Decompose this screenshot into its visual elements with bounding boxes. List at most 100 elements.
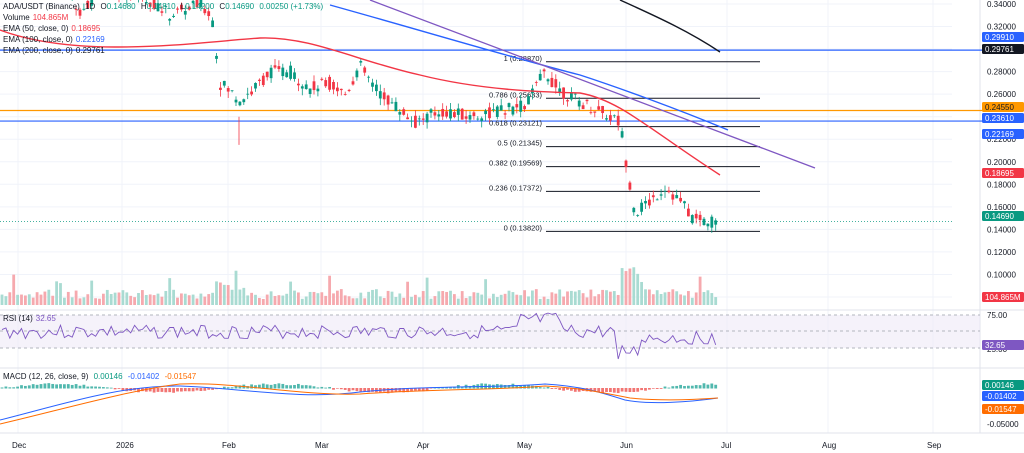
macd-histogram-bar	[63, 384, 66, 389]
volume-bar	[219, 282, 222, 305]
macd-histogram-bar	[117, 388, 121, 389]
macd-histogram-bar	[152, 388, 156, 393]
ema200-label: EMA (200, close, 0)	[3, 46, 73, 55]
volume-bar	[324, 295, 328, 305]
macd-histogram-bar	[195, 388, 199, 391]
candle-body	[230, 90, 234, 92]
fib-label: 0.382 (0.19569)	[489, 159, 542, 168]
volume-bar	[66, 291, 70, 305]
macd-pane: -0.05000	[0, 383, 1019, 429]
volume-bar	[129, 295, 133, 305]
volume-bar	[597, 294, 601, 305]
fib-label: 0 (0.13820)	[504, 223, 543, 232]
volume-legend[interactable]: Volume 104.865M	[3, 13, 68, 23]
volume-bar	[499, 294, 503, 305]
candle-body	[706, 223, 710, 227]
candle-body	[281, 67, 285, 77]
volume-bar	[24, 295, 27, 305]
volume-bar	[386, 290, 390, 305]
macd-histogram-bar	[222, 386, 226, 389]
candle-body	[648, 199, 651, 206]
candle-body	[694, 213, 698, 219]
volume-bar	[683, 295, 686, 305]
price-tag: 104.865M	[985, 293, 1021, 302]
volume-bar	[702, 292, 706, 305]
macd-histogram-bar	[663, 386, 667, 389]
volume-bar	[70, 297, 74, 305]
volume-bar	[336, 290, 339, 305]
ema200-value: 0.29761	[75, 46, 105, 55]
candle-body	[78, 9, 82, 16]
volume-bar	[456, 298, 460, 305]
macd-histogram-bar	[683, 386, 686, 389]
volume-bar	[90, 280, 94, 305]
volume-bars	[0, 267, 718, 305]
candle-body	[343, 94, 347, 95]
time-label-jun: Jun	[620, 441, 633, 450]
time-label-sep: Sep	[927, 441, 942, 450]
candle-body	[464, 116, 468, 119]
macd-legend[interactable]: MACD (12, 26, close, 9) 0.00146 -0.01402…	[3, 372, 196, 382]
candle-body	[714, 220, 718, 225]
candle-body	[624, 160, 628, 167]
volume-bar	[269, 291, 273, 305]
macd-histogram-bar	[659, 388, 663, 389]
price-label: 0.28000	[987, 68, 1016, 77]
macd-histogram-bar	[137, 388, 140, 393]
volume-bar	[180, 293, 183, 305]
volume-bar	[113, 292, 117, 305]
volume-bar	[94, 298, 97, 305]
symbol-name: ADA/USDT (Binance)	[3, 2, 80, 11]
ema100-legend[interactable]: EMA (100, close, 0) 0.22169	[3, 35, 105, 45]
macd-histogram-bar	[515, 385, 519, 389]
macd-histogram-bar	[8, 387, 12, 389]
volume-bar	[570, 290, 573, 305]
price-tag-bg	[982, 102, 1024, 112]
candle-body	[515, 104, 519, 108]
candle-body	[655, 199, 659, 201]
volume-bar	[156, 293, 160, 305]
macd-histogram-bar	[570, 388, 573, 391]
ema50-legend[interactable]: EMA (50, close, 0) 0.18695	[3, 24, 100, 34]
macd-histogram-bar	[258, 384, 261, 389]
volume-bar	[651, 294, 655, 305]
macd-signal-line	[0, 383, 719, 425]
macd-histogram-bar	[605, 388, 608, 393]
volume-bar	[226, 285, 230, 305]
volume-bar	[328, 275, 331, 305]
price-tag: 0.29910	[985, 33, 1014, 42]
symbol-legend[interactable]: ADA/USDT (Binance) 1D O0.14680 H0.14810 …	[3, 2, 323, 12]
volume-bar	[612, 291, 616, 305]
rsi-legend[interactable]: RSI (14) 32.65	[3, 314, 56, 324]
candle-body	[242, 99, 246, 103]
volume-bar	[679, 294, 682, 305]
volume-bar	[460, 291, 464, 305]
candle-body	[702, 218, 706, 226]
candle-body	[222, 80, 226, 86]
candle-body	[632, 207, 636, 213]
volume-bar	[203, 296, 207, 305]
candle-body	[382, 92, 386, 100]
candle-body	[191, 0, 195, 4]
volume-bar	[562, 296, 565, 305]
price-label: 0.12000	[987, 248, 1016, 257]
volume-bar	[215, 281, 218, 305]
candle-body	[456, 108, 460, 115]
candle-body	[187, 6, 191, 10]
ema200-legend[interactable]: EMA (200, close, 0) 0.29761	[3, 46, 105, 56]
fib-label: 0.236 (0.17372)	[489, 183, 542, 192]
macd-histogram-bar	[180, 388, 183, 392]
macd-histogram-bar	[390, 388, 394, 393]
macd-histogram-bar	[410, 388, 413, 392]
macd-histogram-bar	[679, 384, 682, 389]
macd-histogram-bar	[297, 383, 300, 389]
low-label: L	[180, 2, 186, 11]
candle-body	[414, 115, 417, 128]
macd-histogram-bar	[254, 385, 257, 389]
volume-bar	[492, 293, 495, 305]
price-tag: 0.14690	[985, 212, 1014, 221]
volume-bar	[86, 294, 90, 305]
volume-bar	[144, 294, 148, 305]
volume-bar	[601, 289, 604, 305]
